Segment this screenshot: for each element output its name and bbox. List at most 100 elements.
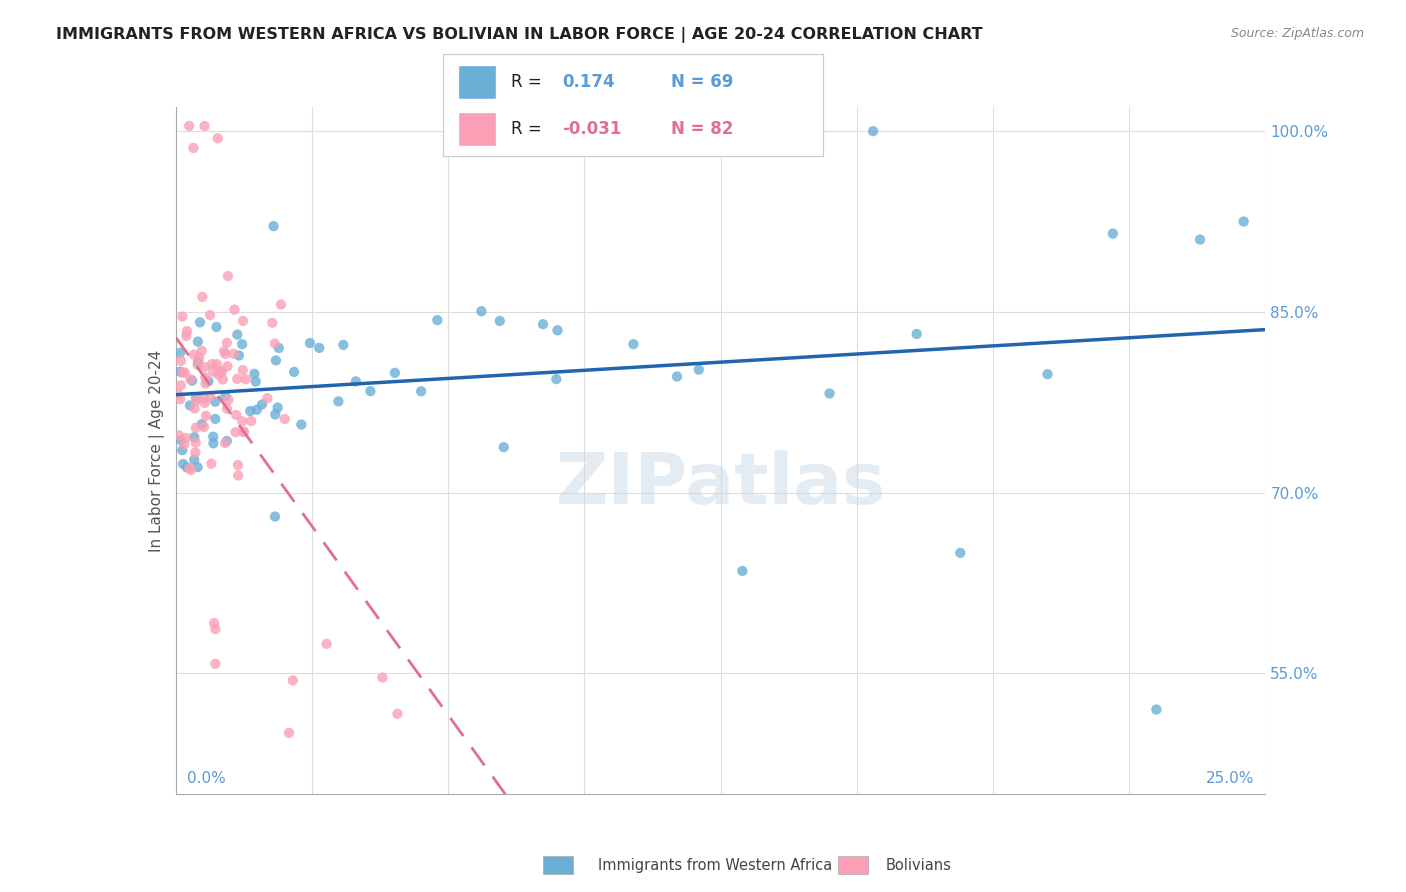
Point xyxy=(264,353,287,368)
Point xyxy=(233,425,256,439)
Point xyxy=(176,460,198,475)
Point xyxy=(198,308,221,322)
Point xyxy=(176,324,198,338)
Point xyxy=(332,338,354,352)
Text: Immigrants from Western Africa: Immigrants from Western Africa xyxy=(598,858,832,872)
Point xyxy=(200,390,222,404)
Point xyxy=(426,313,449,327)
Text: N = 82: N = 82 xyxy=(671,120,733,138)
Point xyxy=(187,358,209,372)
Bar xyxy=(543,856,574,874)
Point xyxy=(194,359,217,374)
Point xyxy=(209,364,232,378)
Point xyxy=(308,341,330,355)
Point xyxy=(167,428,190,442)
Point xyxy=(194,370,217,384)
Point xyxy=(256,391,278,405)
Text: 0.0%: 0.0% xyxy=(187,771,225,786)
Point xyxy=(184,391,207,405)
Point xyxy=(222,347,245,361)
Point xyxy=(411,384,433,399)
Point xyxy=(202,615,225,630)
Point xyxy=(1189,233,1212,247)
Point xyxy=(315,637,337,651)
Point xyxy=(180,463,202,477)
Point xyxy=(183,141,205,155)
Point xyxy=(179,398,201,412)
Point xyxy=(246,402,269,417)
Text: 0.174: 0.174 xyxy=(562,73,614,91)
Point xyxy=(187,355,209,369)
Point xyxy=(212,372,235,386)
Point xyxy=(202,365,225,379)
Point xyxy=(202,436,225,450)
Point xyxy=(344,375,367,389)
Point xyxy=(547,323,569,337)
FancyBboxPatch shape xyxy=(458,65,496,99)
Point xyxy=(214,389,236,403)
Point xyxy=(250,397,273,411)
Point xyxy=(214,436,236,450)
Point xyxy=(328,394,350,409)
Text: Source: ZipAtlas.com: Source: ZipAtlas.com xyxy=(1230,27,1364,40)
Point xyxy=(264,509,287,524)
Point xyxy=(240,414,263,428)
Point xyxy=(217,268,239,283)
Point xyxy=(183,452,205,467)
Point xyxy=(205,357,228,371)
Point xyxy=(225,408,247,422)
Point xyxy=(174,329,197,343)
Point xyxy=(488,314,510,328)
Point xyxy=(215,335,238,350)
Point xyxy=(278,726,301,740)
Point xyxy=(1036,368,1059,382)
Point xyxy=(190,417,212,432)
Point xyxy=(184,445,207,459)
Point xyxy=(232,363,254,377)
Point xyxy=(204,622,226,636)
Point xyxy=(191,290,214,304)
Point xyxy=(211,365,233,379)
Point xyxy=(194,376,217,391)
Point xyxy=(204,412,226,426)
Point xyxy=(183,401,205,416)
Point xyxy=(263,219,285,234)
Point xyxy=(172,443,194,458)
Point xyxy=(225,425,247,440)
Point xyxy=(228,349,250,363)
Point xyxy=(862,124,884,138)
Point xyxy=(183,348,205,362)
Point xyxy=(290,417,312,432)
Point xyxy=(235,372,257,386)
Point xyxy=(231,414,253,428)
Point xyxy=(215,434,238,448)
Point xyxy=(184,435,207,450)
Point xyxy=(170,433,193,447)
Point xyxy=(187,460,209,475)
Point xyxy=(194,396,217,410)
Point xyxy=(172,366,194,380)
Bar xyxy=(838,856,869,874)
Point xyxy=(226,372,249,386)
Point xyxy=(187,334,209,349)
Point xyxy=(470,304,492,318)
Point xyxy=(188,351,211,365)
Point xyxy=(184,421,207,435)
Point xyxy=(270,297,292,311)
Point xyxy=(183,430,205,444)
Point xyxy=(174,431,197,445)
Point xyxy=(546,372,568,386)
Point xyxy=(1233,214,1256,228)
Point xyxy=(226,468,249,483)
Point xyxy=(212,344,235,359)
Point xyxy=(207,368,229,382)
Point xyxy=(205,320,228,334)
Point xyxy=(188,315,211,329)
Point xyxy=(621,337,644,351)
Text: 25.0%: 25.0% xyxy=(1206,771,1254,786)
Point xyxy=(384,366,406,380)
Point xyxy=(186,393,208,408)
Point xyxy=(797,124,820,138)
Point xyxy=(232,314,254,328)
Point xyxy=(193,392,215,406)
